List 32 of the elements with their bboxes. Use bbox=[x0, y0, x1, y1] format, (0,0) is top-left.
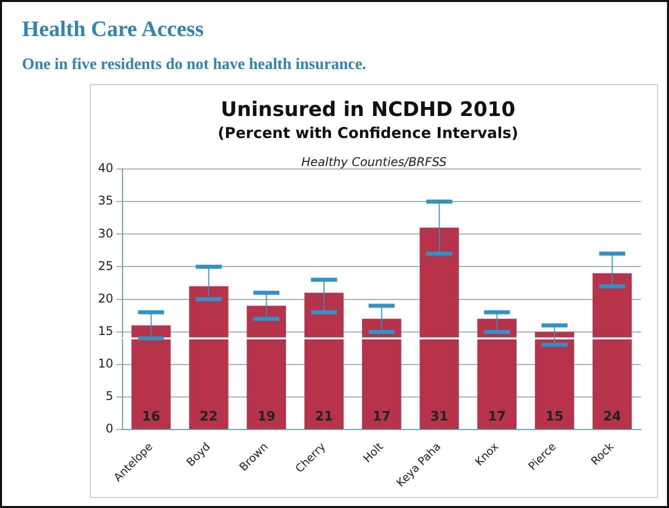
y-tick-label: 25 bbox=[98, 258, 114, 273]
data-label: 21 bbox=[314, 409, 334, 424]
bar bbox=[420, 228, 459, 430]
chart-title: Uninsured in NCDHD 2010 bbox=[220, 97, 516, 122]
data-label: 15 bbox=[546, 409, 564, 424]
text: Health Care Access bbox=[22, 16, 204, 42]
bar bbox=[189, 286, 228, 430]
y-tick-label: 5 bbox=[106, 389, 114, 404]
data-label: 17 bbox=[372, 409, 391, 424]
data-label: 24 bbox=[603, 409, 622, 424]
bar bbox=[246, 306, 286, 430]
data-label: 19 bbox=[257, 409, 276, 424]
data-label: 16 bbox=[142, 409, 160, 424]
data-label: 31 bbox=[430, 409, 448, 424]
data-label: 17 bbox=[488, 409, 506, 424]
y-tick-label: 20 bbox=[98, 291, 114, 306]
bar bbox=[362, 318, 402, 430]
y-tick-label: 0 bbox=[106, 422, 114, 436]
y-tick-label: 40 bbox=[98, 161, 114, 176]
y-tick-label: 30 bbox=[98, 226, 114, 240]
y-tick-label: 15 bbox=[98, 324, 114, 338]
bar bbox=[534, 332, 574, 430]
bar bbox=[592, 273, 632, 430]
annotation: Healthy Counties/BRFSS bbox=[301, 155, 447, 169]
data-label: 22 bbox=[200, 409, 218, 424]
text: One in five residents do not have health insurance. bbox=[22, 56, 366, 74]
bar bbox=[131, 325, 171, 430]
bar bbox=[477, 318, 517, 430]
bar bbox=[304, 292, 344, 430]
y-tick-label: 10 bbox=[98, 356, 114, 371]
y-tick-label: 35 bbox=[98, 194, 114, 208]
chart-subtitle: (Percent with Confidence Intervals) bbox=[218, 124, 518, 142]
